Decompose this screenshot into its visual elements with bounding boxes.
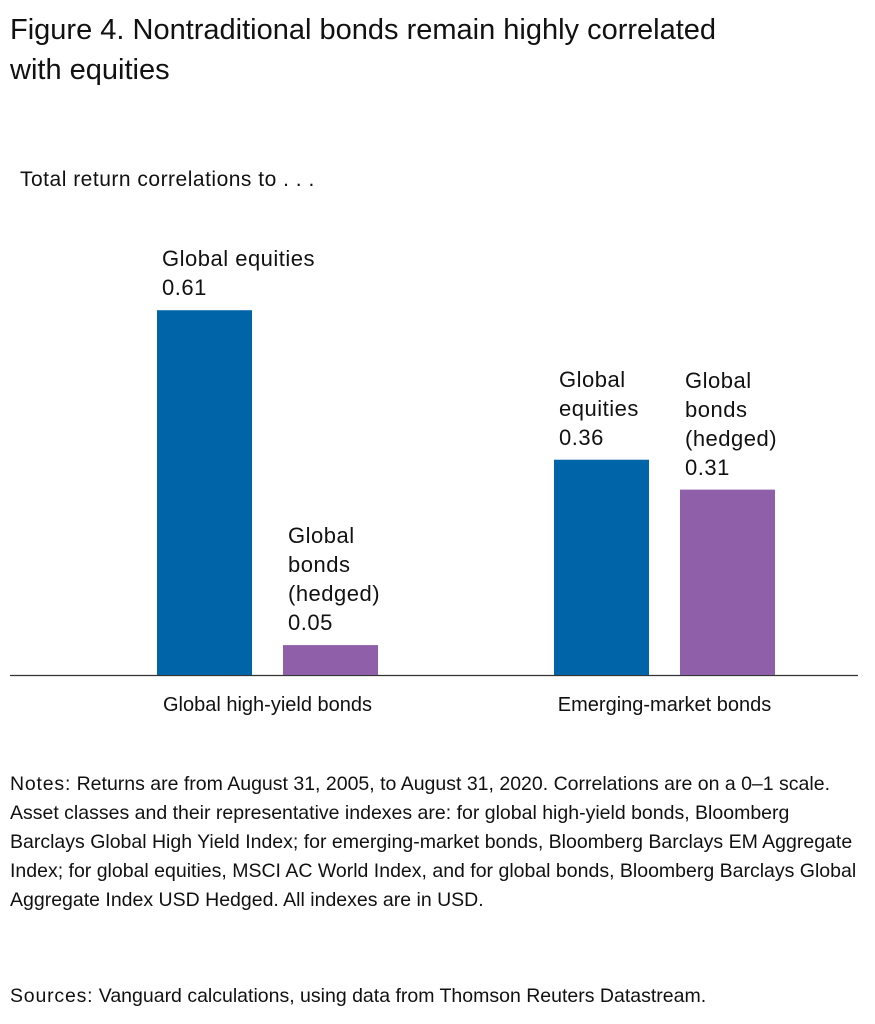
value-label: 0.31	[685, 454, 730, 480]
series-name: Global equities	[162, 246, 316, 272]
bar-label: Global bonds (hedged) 0.05	[288, 521, 406, 637]
series-name: Global bonds (hedged)	[685, 367, 778, 451]
sources: Sources: Vanguard calculations, using da…	[10, 982, 865, 1011]
notes-text: Returns are from August 31, 2005, to Aug…	[10, 773, 857, 911]
series-name: Global bonds (hedged)	[288, 523, 381, 607]
sources-label: Sources:	[10, 985, 94, 1007]
value-label: 0.61	[162, 275, 207, 301]
chart-title: Figure 4. Nontraditional bonds remain hi…	[10, 14, 717, 86]
bar	[157, 310, 252, 675]
bar	[554, 459, 649, 675]
bar	[283, 645, 378, 675]
bar	[680, 489, 775, 675]
bar-label: Global bonds (hedged) 0.31	[685, 366, 803, 482]
x-tick-label: Emerging-market bonds	[557, 694, 772, 716]
notes: Notes: Returns are from August 31, 2005,…	[10, 770, 865, 915]
value-label: 0.36	[559, 424, 604, 450]
notes-label: Notes:	[10, 773, 72, 795]
sources-text: Vanguard calculations, using data from T…	[98, 985, 707, 1007]
chart-subtitle: Total return correlations to . . .	[20, 168, 315, 191]
series-name: Global equities	[559, 366, 639, 421]
bar-label: Global equities 0.61	[162, 244, 392, 302]
x-tick-label: Global high-yield bonds	[162, 694, 373, 716]
value-label: 0.05	[288, 610, 333, 636]
bar-label: Global equities 0.36	[559, 365, 677, 452]
